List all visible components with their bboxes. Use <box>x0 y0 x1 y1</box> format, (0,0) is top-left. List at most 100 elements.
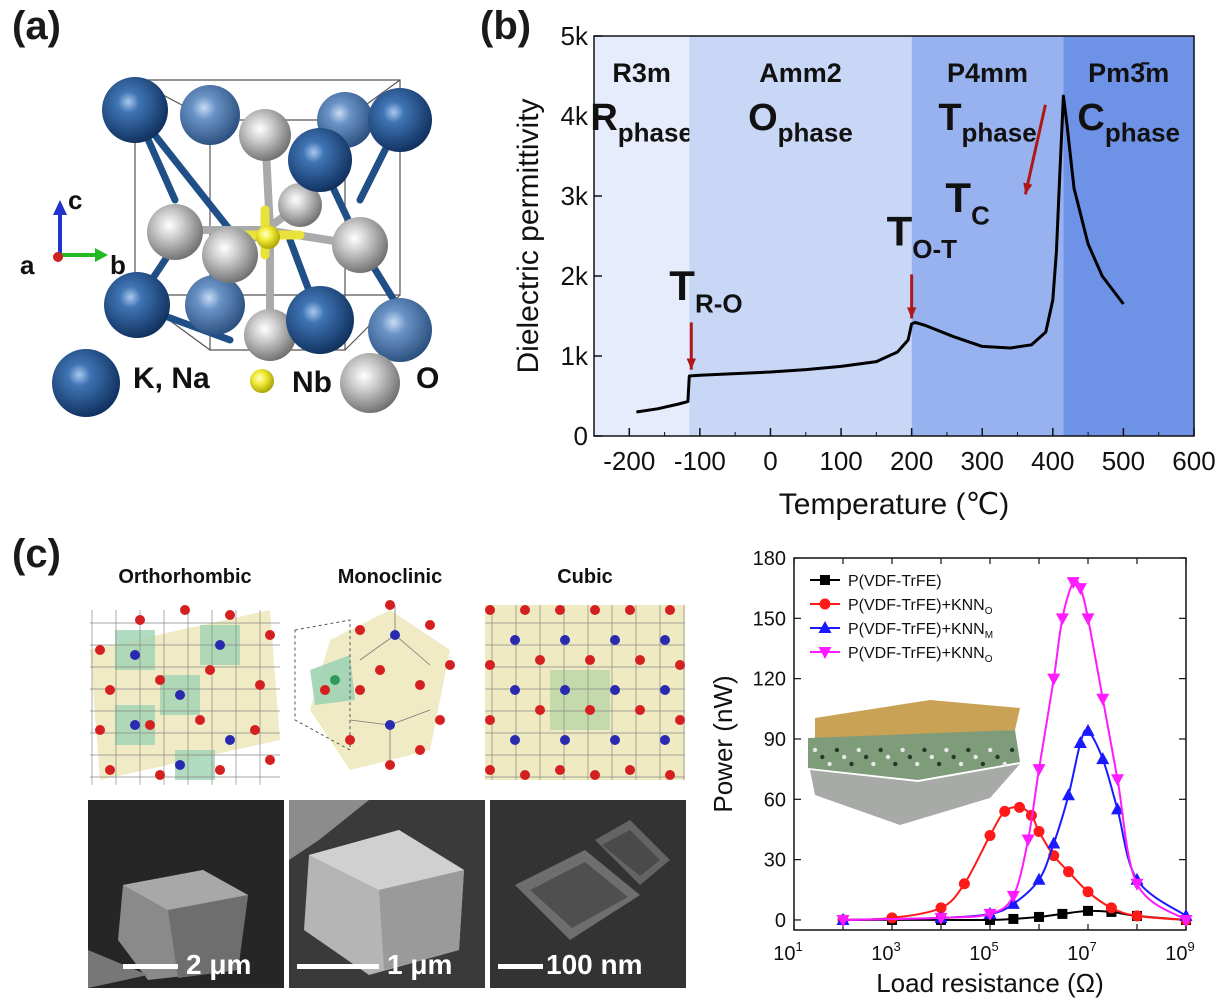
y-tick-label: 0 <box>775 910 786 932</box>
phase-space-group-0: R3m <box>612 58 671 88</box>
x-tick-label: -200 <box>603 446 655 476</box>
series-0-point <box>1057 908 1068 919</box>
legend-o-label: O <box>416 362 440 395</box>
device-particle <box>820 754 825 760</box>
x-tick-label: 300 <box>961 446 1004 476</box>
device-particle <box>951 754 956 760</box>
phase-space-group-3: Pm3̄m <box>1088 58 1169 88</box>
device-particle <box>922 747 927 753</box>
legend-knna-label: K, Na <box>133 362 210 395</box>
x-tick-label: 103 <box>871 939 900 965</box>
device-particle <box>871 761 876 767</box>
y-axis-label: Power (nW) <box>708 675 738 812</box>
device-particle <box>856 747 861 753</box>
inset-device-image <box>808 700 1020 825</box>
series-3-point <box>1111 774 1125 787</box>
series-3-point <box>1096 693 1110 706</box>
series-2-point <box>1047 836 1061 849</box>
phase-space-group-2: P4mm <box>947 58 1028 88</box>
phase-region-2 <box>911 36 1064 436</box>
legend-label-2: P(VDF-TrFE)+KNNM <box>848 621 993 641</box>
device-particle <box>973 754 978 760</box>
legend-knna-sphere <box>52 349 120 417</box>
series-1-point <box>999 805 1011 817</box>
transition-arrow-o-t-head <box>906 307 917 319</box>
series-1-point <box>958 878 970 890</box>
series-2-point <box>1006 896 1020 909</box>
device-particle <box>988 747 993 753</box>
phase-label-0: Rphase <box>590 97 693 147</box>
phase-space-group-1: Amm2 <box>759 58 842 88</box>
device-particle <box>827 761 832 767</box>
transition-label-c: TC <box>945 174 990 231</box>
x-tick-label: 0 <box>763 446 777 476</box>
device-film <box>808 730 1020 780</box>
series-2-point <box>1032 872 1046 885</box>
panel-b-label: (b) <box>480 4 532 48</box>
phase-label-1: Ophase <box>748 97 853 147</box>
legend-nb-sphere <box>250 369 274 393</box>
axis-c-label: c <box>68 185 83 215</box>
device-particle <box>842 754 847 760</box>
y-tick-label: 60 <box>764 789 786 811</box>
series-3-point <box>1130 878 1144 891</box>
device-particle <box>849 761 854 767</box>
sem-image-cubic: 100 nm <box>490 800 686 988</box>
series-3-point <box>1179 914 1193 927</box>
device-particle <box>812 747 818 753</box>
x-tick-label: 500 <box>1102 446 1145 476</box>
legend-label-1: P(VDF-TrFE)+KNNO <box>848 597 993 617</box>
device-particle <box>834 747 840 753</box>
transition-arrow-r-o-head <box>686 358 696 370</box>
x-tick-label: 109 <box>1165 939 1194 965</box>
series-1-point <box>1105 902 1117 914</box>
series-1-point <box>886 912 898 924</box>
y-tick-label: 180 <box>753 548 786 570</box>
y-tick-label: 5k <box>561 21 589 51</box>
x-tick-label: 105 <box>969 939 998 965</box>
device-particle <box>995 754 1000 760</box>
structure-title-monoclinic: Monoclinic <box>337 566 443 588</box>
scale-label-orthorhombic: 2 μm <box>186 949 252 980</box>
device-particle <box>980 761 986 767</box>
legend-label-0: P(VDF-TrFE) <box>848 573 942 590</box>
device-particle <box>958 761 964 767</box>
scale-bar-monoclinic <box>297 964 379 969</box>
phase-region-1 <box>689 36 912 436</box>
series-2-point <box>1096 752 1110 765</box>
series-0-point <box>1034 911 1044 922</box>
series-1-point <box>1033 825 1045 837</box>
y-axis-label: Dielectric permittivity <box>512 98 545 373</box>
y-tick-label: 4k <box>561 101 589 131</box>
sem-image-monoclinic: 1 μm <box>289 800 485 988</box>
panel-c-label: (c) <box>12 532 61 576</box>
legend-marker-2 <box>818 621 832 633</box>
sem-crystal-orthorhombic <box>88 800 284 988</box>
orthorhombic-structure <box>90 605 280 785</box>
plot-frame <box>593 35 1195 437</box>
series-1-point <box>1063 866 1075 878</box>
transition-arrow-c-head <box>1023 182 1033 195</box>
device-particle <box>878 747 883 753</box>
y-tick-label: 0 <box>574 421 588 451</box>
device-particle <box>885 754 891 760</box>
phase-region-0 <box>594 36 690 436</box>
scale-label-cubic: 100 nm <box>546 949 643 980</box>
sem-crystal-cubic <box>490 800 686 988</box>
phase-label-2: Tphase <box>938 97 1036 147</box>
legend-o-sphere <box>340 353 400 413</box>
series-1-point <box>984 829 996 841</box>
structure-title-cubic: Cubic <box>557 566 613 588</box>
series-3-point <box>1066 577 1080 590</box>
polymorph-structures <box>90 600 685 785</box>
device-particle <box>1002 761 1007 767</box>
x-tick-label: 400 <box>1031 446 1074 476</box>
device-particle <box>966 747 971 753</box>
series-1-point <box>1082 886 1094 898</box>
cubic-structure <box>485 605 685 780</box>
phase-region-3 <box>1063 36 1194 436</box>
permittivity-curve <box>636 94 1125 414</box>
x-axis-label: Temperature (℃) <box>779 488 1009 521</box>
series-3-point <box>1006 890 1020 903</box>
scale-bar-orthorhombic <box>123 964 178 969</box>
